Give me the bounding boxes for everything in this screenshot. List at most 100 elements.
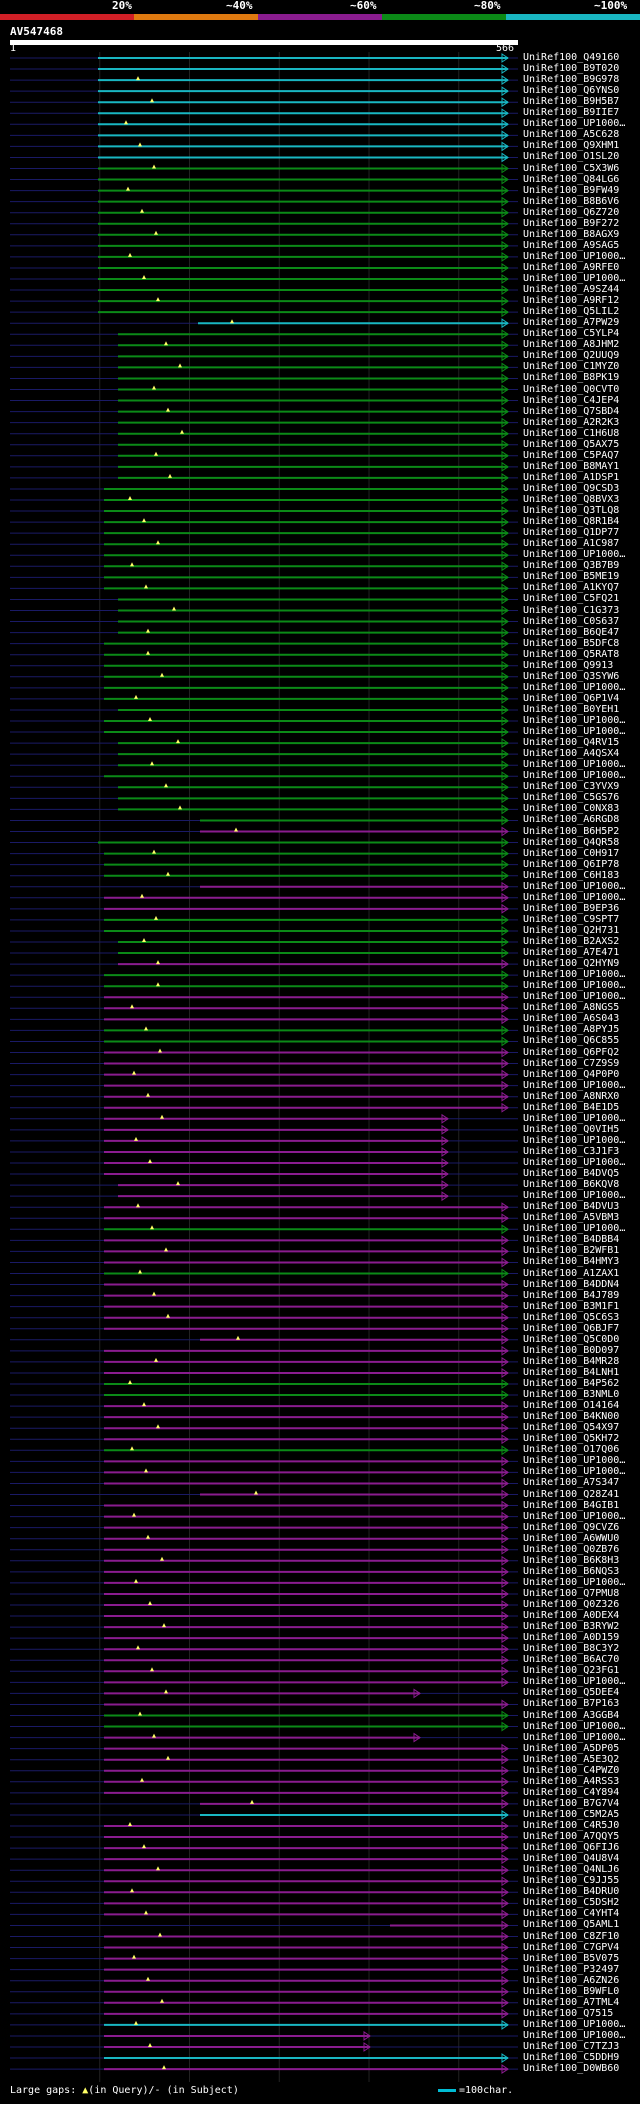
hit-label[interactable]: UniRef100_B3NML0 xyxy=(523,1389,620,1401)
hit-label[interactable]: UniRef100_B3RYW2 xyxy=(523,1621,620,1633)
hit-label[interactable]: UniRef100_Q23FG1 xyxy=(523,1665,620,1677)
hit-label[interactable]: UniRef100_B6K8H3 xyxy=(523,1554,620,1566)
hit-row[interactable] xyxy=(10,1677,518,1688)
hit-row[interactable] xyxy=(10,981,518,992)
hit-row[interactable] xyxy=(10,660,518,671)
hit-row[interactable] xyxy=(10,1334,518,1345)
hit-label[interactable]: UniRef100_A6RGD8 xyxy=(523,814,620,826)
hit-row[interactable] xyxy=(10,1699,518,1710)
hit-label[interactable]: UniRef100_A0DEX4 xyxy=(523,1610,620,1622)
hit-row[interactable] xyxy=(10,218,518,229)
hit-label[interactable]: UniRef100_B6KQV8 xyxy=(523,1179,620,1191)
hit-row[interactable] xyxy=(10,1047,518,1058)
hit-label[interactable]: UniRef100_B4DBB4 xyxy=(523,1234,620,1246)
hit-row[interactable] xyxy=(10,53,518,63)
hit-label[interactable]: UniRef100_B6AC70 xyxy=(523,1654,620,1666)
hit-label[interactable]: UniRef100_A9SAG5 xyxy=(523,239,620,251)
hit-label[interactable]: UniRef100_Q0CVT0 xyxy=(523,383,620,395)
hit-label[interactable]: UniRef100_C5DSH2 xyxy=(523,1897,620,1909)
hit-label[interactable]: UniRef100_B8MAY1 xyxy=(523,460,620,472)
hit-row[interactable] xyxy=(10,1169,518,1179)
hit-label[interactable]: UniRef100_UP1000… xyxy=(523,891,626,903)
hit-label[interactable]: UniRef100_B6H5P2 xyxy=(523,825,620,837)
hit-row[interactable] xyxy=(10,627,518,638)
hit-row[interactable] xyxy=(10,1533,518,1544)
hit-row[interactable] xyxy=(10,395,518,406)
hit-row[interactable] xyxy=(10,174,518,185)
hit-label[interactable]: UniRef100_A7S347 xyxy=(523,1477,620,1489)
hit-label[interactable]: UniRef100_B8B6V6 xyxy=(523,195,620,207)
hit-label[interactable]: UniRef100_A2R2K3 xyxy=(523,416,620,428)
hit-row[interactable] xyxy=(10,428,518,439)
hit-label[interactable]: UniRef100_Q1DP77 xyxy=(523,527,620,539)
hit-label[interactable]: UniRef100_C5GS76 xyxy=(523,792,620,804)
hit-row[interactable] xyxy=(10,903,518,914)
hit-label[interactable]: UniRef100_B4E1D5 xyxy=(523,1101,620,1113)
hit-row[interactable] xyxy=(10,1147,518,1157)
hit-row[interactable] xyxy=(10,1600,518,1610)
hit-label[interactable]: UniRef100_UP1000… xyxy=(523,969,626,981)
hit-row[interactable] xyxy=(10,141,518,152)
hit-label[interactable]: UniRef100_Q6BJF7 xyxy=(523,1322,620,1334)
hit-label[interactable]: UniRef100_Q6FIJ6 xyxy=(523,1842,620,1854)
hit-label[interactable]: UniRef100_Q4P0P0 xyxy=(523,1068,620,1080)
hit-label[interactable]: UniRef100_C1MYZ0 xyxy=(523,361,620,373)
hit-row[interactable] xyxy=(10,1787,518,1798)
hit-row[interactable] xyxy=(10,86,518,97)
hit-row[interactable] xyxy=(10,826,518,837)
hit-row[interactable] xyxy=(10,196,518,207)
hit-row[interactable] xyxy=(10,1191,518,1202)
hit-label[interactable]: UniRef100_C5DDH9 xyxy=(523,2052,620,2064)
hit-row[interactable] xyxy=(10,682,518,693)
hit-label[interactable]: UniRef100_Q7SBD4 xyxy=(523,405,620,417)
hit-label[interactable]: UniRef100_Q5C6S3 xyxy=(523,1311,620,1323)
hit-label[interactable]: UniRef100_Q54X97 xyxy=(523,1422,620,1434)
hit-row[interactable] xyxy=(10,439,518,450)
hit-label[interactable]: UniRef100_B9T020 xyxy=(523,63,620,75)
hit-label[interactable]: UniRef100_B9F272 xyxy=(523,217,620,229)
hit-label[interactable]: UniRef100_O17Q06 xyxy=(523,1444,620,1456)
hit-label[interactable]: UniRef100_A9RF12 xyxy=(523,295,620,307)
hit-row[interactable] xyxy=(10,693,518,704)
hit-label[interactable]: UniRef100_B2AXS2 xyxy=(523,936,620,947)
hit-row[interactable] xyxy=(10,263,518,273)
hit-label[interactable]: UniRef100_UP1000… xyxy=(523,549,626,561)
hit-row[interactable] xyxy=(10,1622,518,1633)
hit-label[interactable]: UniRef100_A7QQY5 xyxy=(523,1831,620,1843)
hit-label[interactable]: UniRef100_B4DVQ5 xyxy=(523,1168,620,1180)
hit-row[interactable] xyxy=(10,2031,518,2041)
hit-label[interactable]: UniRef100_Q5AX75 xyxy=(523,438,620,450)
hit-row[interactable] xyxy=(10,1611,518,1621)
hit-label[interactable]: UniRef100_UP1000… xyxy=(523,2029,626,2041)
hit-label[interactable]: UniRef100_UP1000… xyxy=(523,1190,626,1202)
hit-row[interactable] xyxy=(10,1876,518,1887)
hit-label[interactable]: UniRef100_UP1000… xyxy=(523,1731,626,1743)
hit-label[interactable]: UniRef100_B0D097 xyxy=(523,1344,620,1356)
hit-row[interactable] xyxy=(10,738,518,749)
hit-row[interactable] xyxy=(10,1235,518,1246)
hit-row[interactable] xyxy=(10,1301,518,1312)
hit-row[interactable] xyxy=(10,450,518,461)
hit-row[interactable] xyxy=(10,948,518,958)
hit-row[interactable] xyxy=(10,1688,518,1699)
hit-row[interactable] xyxy=(10,1986,518,1997)
hit-row[interactable] xyxy=(10,881,518,892)
hit-row[interactable] xyxy=(10,1124,518,1135)
hit-label[interactable]: UniRef100_O1SL20 xyxy=(523,151,620,163)
hit-row[interactable] xyxy=(10,1953,518,1964)
hit-row[interactable] xyxy=(10,671,518,682)
hit-row[interactable] xyxy=(10,1368,518,1378)
hit-row[interactable] xyxy=(10,1765,518,1776)
hit-row[interactable] xyxy=(10,572,518,583)
hit-label[interactable]: UniRef100_Q5KH72 xyxy=(523,1433,620,1445)
hit-row[interactable] xyxy=(10,583,518,594)
hit-label[interactable]: UniRef100_A3GGB4 xyxy=(523,1709,620,1721)
hit-label[interactable]: UniRef100_B0YEH1 xyxy=(523,703,620,715)
hit-row[interactable] xyxy=(10,914,518,925)
hit-label[interactable]: UniRef100_B4GIB1 xyxy=(523,1499,620,1511)
hit-label[interactable]: UniRef100_B5V075 xyxy=(523,1952,620,1964)
hit-label[interactable]: UniRef100_C6H183 xyxy=(523,869,620,881)
hit-label[interactable]: UniRef100_Q0Z326 xyxy=(523,1599,620,1610)
hit-label[interactable]: UniRef100_Q8R1B4 xyxy=(523,516,620,528)
hit-label[interactable]: UniRef100_D0WB60 xyxy=(523,2063,620,2075)
